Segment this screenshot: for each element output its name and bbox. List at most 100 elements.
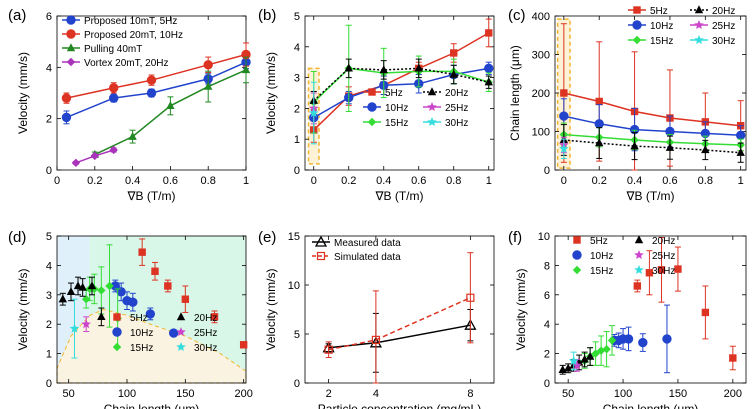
legend-marker bbox=[572, 265, 582, 275]
y-tick-label: 0 bbox=[294, 378, 300, 390]
legend-marker bbox=[694, 5, 704, 14]
y-tick-label: 5 bbox=[46, 231, 52, 243]
x-tick-label: 0.2 bbox=[341, 175, 356, 187]
x-tick-label: 0.8 bbox=[698, 175, 713, 187]
panel-label: (f) bbox=[508, 229, 522, 246]
data-point bbox=[146, 88, 157, 98]
data-point bbox=[379, 65, 388, 74]
legend-label: 25Hz bbox=[194, 328, 217, 339]
panel-a: 0 0.2 0.4 0.6 0.8 1 0 2 4 6 ∇B (T/m) Velocity (mm/s… bbox=[8, 7, 251, 203]
legend-marker bbox=[694, 35, 704, 44]
legend-label: 5Hz bbox=[385, 88, 403, 99]
y-tick-label: 400 bbox=[532, 11, 550, 23]
legend-marker bbox=[176, 312, 186, 321]
panel-label: (e) bbox=[258, 229, 276, 246]
y-tick-label: 5 bbox=[294, 11, 300, 23]
legend-marker bbox=[66, 57, 76, 67]
series-line bbox=[563, 115, 741, 137]
panel-label: (b) bbox=[258, 7, 276, 24]
data-point bbox=[241, 65, 251, 74]
legend-marker bbox=[314, 235, 328, 247]
data-point bbox=[450, 49, 458, 57]
data-point bbox=[665, 142, 675, 151]
data-point bbox=[168, 328, 179, 338]
x-tick-label: 1 bbox=[738, 175, 744, 187]
legend-marker bbox=[176, 327, 186, 336]
y-axis-label: Velocity (mm/s) bbox=[16, 268, 30, 350]
legend-marker bbox=[367, 102, 377, 112]
x-tick-label: 1 bbox=[486, 175, 492, 187]
data-point bbox=[203, 60, 213, 70]
data-point bbox=[484, 77, 493, 86]
panel-e: 2 4 8 0 5 10 15 Particle concentration (mg/mL) V… bbox=[258, 229, 495, 409]
y-tick-label: 5 bbox=[294, 329, 300, 341]
series-5hz bbox=[138, 238, 248, 349]
legend-marker bbox=[112, 327, 122, 337]
legend-label: Proposed 20mT, 10Hz bbox=[84, 30, 183, 41]
data-point bbox=[596, 346, 606, 355]
x-tick-label: 150 bbox=[669, 388, 687, 400]
legend-marker bbox=[633, 6, 641, 14]
data-point bbox=[595, 97, 603, 106]
y-axis-label: Velocity (mm/s) bbox=[264, 268, 278, 350]
data-point bbox=[109, 93, 119, 103]
x-tick-label: 100 bbox=[614, 388, 632, 400]
legend-label: Pulling 40mT bbox=[84, 44, 142, 55]
data-point bbox=[638, 337, 648, 348]
series-10hz bbox=[609, 304, 672, 374]
y-tick-label: 3 bbox=[46, 290, 52, 302]
data-point bbox=[344, 63, 353, 72]
y-axis-label: Velocity (mm/s) bbox=[514, 268, 528, 350]
y-tick-label: 0 bbox=[46, 378, 52, 390]
data-point bbox=[90, 151, 99, 161]
x-axis-label: Chain length (μm) bbox=[104, 402, 200, 409]
panel-label: (a) bbox=[8, 7, 26, 24]
series-line bbox=[66, 61, 247, 119]
data-point bbox=[164, 282, 172, 290]
y-tick-label: 100 bbox=[532, 127, 550, 139]
data-point bbox=[623, 334, 634, 344]
data-point bbox=[239, 341, 248, 349]
legend-marker bbox=[427, 102, 437, 111]
data-point bbox=[151, 267, 159, 275]
panel-label: (c) bbox=[508, 7, 526, 24]
data-point bbox=[701, 308, 710, 317]
x-tick-label: 0.4 bbox=[376, 175, 391, 187]
data-point bbox=[414, 63, 423, 72]
data-point bbox=[572, 360, 582, 370]
legend-marker bbox=[632, 20, 642, 30]
y-tick-label: 0 bbox=[544, 165, 550, 177]
x-tick-label: 1 bbox=[243, 175, 249, 187]
series-10hz bbox=[110, 279, 179, 338]
legend-label: Measured data bbox=[334, 238, 401, 249]
data-point bbox=[97, 312, 106, 321]
x-tick-label: 200 bbox=[724, 388, 742, 400]
panel-c: 0 0.2 0.4 0.6 0.8 1 0 100 200 300 400 ∇B (T/m) Chain… bbox=[508, 5, 747, 203]
axes-frame bbox=[56, 15, 247, 171]
region-beige bbox=[56, 308, 247, 384]
legend-marker bbox=[113, 313, 121, 321]
x-axis-label: ∇B (T/m) bbox=[126, 189, 175, 203]
legend-label: 30Hz bbox=[712, 36, 735, 47]
legend-label: 20Hz bbox=[712, 6, 735, 17]
x-tick-label: 0.6 bbox=[163, 175, 178, 187]
panel-d: 50 100 150 200 0 1 2 3 4 5 Chain length (μm) Veloci… bbox=[8, 229, 253, 409]
legend-label: 30Hz bbox=[194, 343, 217, 354]
data-point bbox=[607, 336, 617, 345]
legend-label: 25Hz bbox=[652, 251, 675, 262]
data-point bbox=[674, 265, 682, 273]
legend-label: 20Hz bbox=[652, 236, 675, 247]
legend-label: 15Hz bbox=[385, 118, 408, 129]
data-point bbox=[662, 334, 672, 344]
legend-marker bbox=[694, 20, 704, 29]
series-30hz bbox=[568, 351, 579, 371]
data-point bbox=[105, 281, 114, 291]
x-tick-label: 50 bbox=[562, 388, 574, 400]
x-tick-label: 0.2 bbox=[592, 175, 607, 187]
y-tick-label: 6 bbox=[46, 11, 52, 23]
x-tick-label: 0.4 bbox=[125, 175, 140, 187]
y-tick-label: 2 bbox=[544, 349, 550, 361]
y-tick-label: 4 bbox=[294, 42, 300, 54]
x-tick-label: 0 bbox=[561, 175, 567, 187]
